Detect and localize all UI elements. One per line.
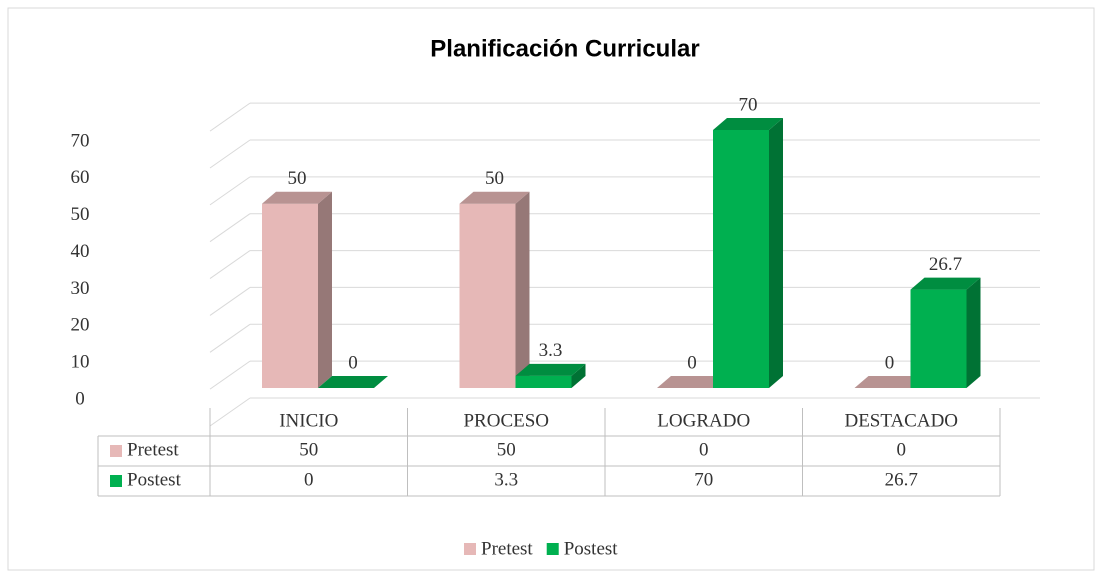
data-label: 50: [288, 168, 307, 189]
bar-front: [910, 289, 967, 388]
y-tick-label: 0: [75, 388, 85, 409]
table-cell: 0: [699, 439, 709, 460]
bar-side: [571, 363, 586, 388]
y-tick-label: 70: [71, 130, 90, 151]
bar: [910, 277, 981, 388]
bar-top: [515, 363, 586, 376]
bar: [713, 118, 783, 388]
bar: [854, 376, 925, 388]
y-tick-label: 30: [71, 278, 90, 299]
bar-side: [318, 191, 332, 388]
legend-label: Pretest: [481, 538, 533, 559]
x-tick-label: PROCESO: [463, 410, 549, 431]
table-cell: 26.7: [885, 469, 918, 490]
bar-front: [515, 375, 572, 388]
data-label: 3.3: [539, 340, 563, 361]
bar-top: [657, 376, 727, 388]
y-tick-label: 40: [71, 241, 90, 262]
data-label: 0: [885, 352, 895, 373]
y-tick-label: 50: [71, 204, 90, 225]
bar: [515, 363, 586, 388]
table-cell: 3.3: [494, 469, 518, 490]
data-label: 70: [739, 94, 758, 115]
table-cell: 50: [497, 439, 516, 460]
y-tick-label: 20: [71, 315, 90, 336]
bar-front: [459, 203, 516, 388]
x-tick-label: INICIO: [279, 410, 338, 431]
bar-side: [515, 191, 530, 388]
bar: [459, 191, 530, 388]
table-cell: 0: [304, 469, 314, 490]
table-row-label: Pretest: [127, 439, 179, 460]
bar-top: [262, 191, 332, 204]
x-tick-label: LOGRADO: [657, 410, 750, 431]
grid-line: [209, 287, 251, 316]
grid-line: [209, 323, 251, 353]
grid-line: [209, 250, 251, 279]
y-tick-label: 10: [71, 352, 90, 373]
bar-top: [713, 118, 783, 130]
data-label: 0: [348, 352, 358, 373]
table-cell: 70: [694, 469, 713, 490]
bar-top: [459, 191, 530, 204]
table-cell: 0: [897, 439, 907, 460]
bar: [262, 191, 332, 388]
table-swatch: [110, 475, 122, 487]
bar-front: [262, 203, 318, 388]
table-row-label: Postest: [127, 469, 182, 490]
data-label: 50: [485, 168, 504, 189]
bar: [318, 376, 388, 388]
grid-line: [209, 213, 251, 243]
grid-line: [209, 360, 251, 390]
bar-side: [966, 277, 981, 388]
grid-line: [209, 102, 251, 132]
grid-line: [209, 397, 251, 427]
legend-swatch: [464, 543, 476, 555]
table-swatch: [110, 445, 122, 457]
bar-front: [713, 130, 769, 388]
grid-line: [209, 176, 251, 206]
y-tick-label: 60: [71, 167, 90, 188]
table-cell: 50: [299, 439, 318, 460]
bar-top: [318, 376, 388, 388]
bar-top: [854, 376, 925, 388]
data-label: 0: [687, 352, 697, 373]
bar: [657, 376, 727, 388]
legend-label: Postest: [564, 538, 619, 559]
data-label: 26.7: [929, 254, 962, 275]
legend-swatch: [546, 543, 559, 555]
bar-side: [769, 118, 783, 388]
x-tick-label: DESTACADO: [844, 410, 958, 431]
chart-title: Planificación Curricular: [430, 35, 699, 62]
bar-top: [910, 277, 981, 290]
grid-line: [209, 139, 251, 169]
